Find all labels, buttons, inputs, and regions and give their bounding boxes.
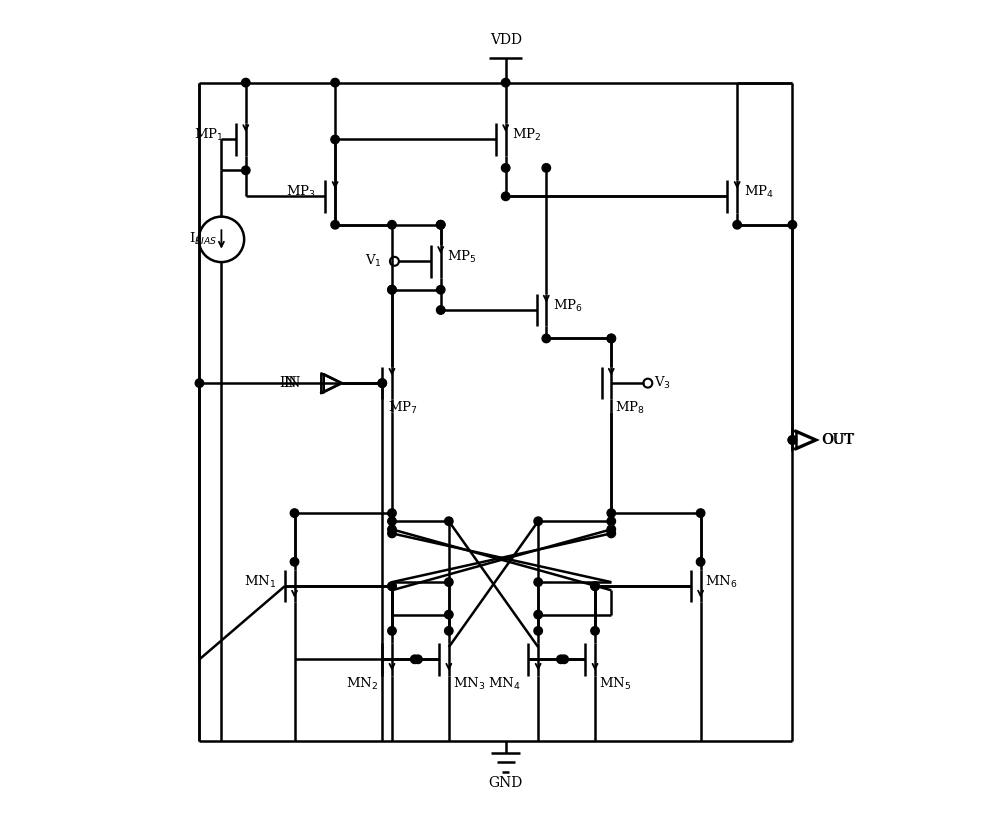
Circle shape bbox=[534, 517, 542, 526]
Text: V$_3$: V$_3$ bbox=[654, 375, 670, 391]
Circle shape bbox=[445, 610, 453, 619]
Circle shape bbox=[242, 166, 250, 174]
Circle shape bbox=[542, 334, 551, 342]
Circle shape bbox=[501, 78, 510, 87]
Circle shape bbox=[388, 627, 396, 635]
Circle shape bbox=[607, 334, 615, 342]
Circle shape bbox=[607, 529, 615, 538]
Circle shape bbox=[378, 379, 386, 387]
Text: IN: IN bbox=[284, 377, 301, 390]
Circle shape bbox=[501, 192, 510, 200]
Circle shape bbox=[388, 285, 396, 294]
Text: MN$_1$: MN$_1$ bbox=[244, 574, 276, 590]
Circle shape bbox=[410, 655, 419, 663]
Text: MP$_8$: MP$_8$ bbox=[615, 399, 645, 416]
Text: MP$_1$: MP$_1$ bbox=[194, 127, 223, 143]
Circle shape bbox=[195, 379, 204, 387]
Circle shape bbox=[388, 285, 396, 294]
Circle shape bbox=[436, 285, 445, 294]
Circle shape bbox=[534, 627, 542, 635]
Circle shape bbox=[331, 135, 339, 143]
Circle shape bbox=[445, 578, 453, 586]
Circle shape bbox=[557, 655, 565, 663]
Circle shape bbox=[388, 517, 396, 526]
Text: MN$_3$: MN$_3$ bbox=[453, 676, 485, 692]
Circle shape bbox=[290, 509, 299, 518]
Circle shape bbox=[591, 582, 599, 590]
Circle shape bbox=[788, 436, 797, 444]
Circle shape bbox=[788, 221, 797, 229]
Circle shape bbox=[607, 517, 615, 526]
Circle shape bbox=[414, 655, 422, 663]
Circle shape bbox=[242, 78, 250, 87]
Circle shape bbox=[436, 221, 445, 229]
Text: MP$_4$: MP$_4$ bbox=[744, 184, 774, 200]
Circle shape bbox=[591, 627, 599, 635]
Circle shape bbox=[331, 221, 339, 229]
Circle shape bbox=[696, 557, 705, 566]
Text: MP$_5$: MP$_5$ bbox=[447, 249, 477, 266]
Circle shape bbox=[560, 655, 568, 663]
Circle shape bbox=[696, 509, 705, 518]
Circle shape bbox=[378, 379, 386, 387]
Circle shape bbox=[607, 509, 615, 518]
Circle shape bbox=[445, 517, 453, 526]
Circle shape bbox=[445, 627, 453, 635]
Circle shape bbox=[290, 557, 299, 566]
Text: MN$_4$: MN$_4$ bbox=[488, 676, 520, 692]
Text: MP$_6$: MP$_6$ bbox=[553, 298, 583, 314]
Text: MN$_6$: MN$_6$ bbox=[705, 574, 737, 590]
Circle shape bbox=[388, 529, 396, 538]
Circle shape bbox=[436, 221, 445, 229]
Circle shape bbox=[733, 221, 741, 229]
Text: MP$_3$: MP$_3$ bbox=[286, 184, 316, 200]
Circle shape bbox=[607, 334, 615, 342]
Text: IN: IN bbox=[279, 377, 297, 390]
Text: MP$_7$: MP$_7$ bbox=[388, 399, 418, 416]
Text: OUT: OUT bbox=[822, 433, 855, 447]
Circle shape bbox=[331, 78, 339, 87]
Circle shape bbox=[501, 164, 510, 172]
Circle shape bbox=[436, 306, 445, 315]
Text: OUT: OUT bbox=[821, 433, 853, 447]
Circle shape bbox=[591, 582, 599, 590]
Circle shape bbox=[534, 610, 542, 619]
Text: MN$_5$: MN$_5$ bbox=[599, 676, 631, 692]
Text: MN$_2$: MN$_2$ bbox=[346, 676, 378, 692]
Circle shape bbox=[388, 221, 396, 229]
Circle shape bbox=[388, 509, 396, 518]
Text: I$_{BIAS}$: I$_{BIAS}$ bbox=[189, 231, 217, 248]
Circle shape bbox=[388, 525, 396, 534]
Circle shape bbox=[388, 582, 396, 590]
Text: V$_1$: V$_1$ bbox=[365, 253, 382, 269]
Text: VDD: VDD bbox=[490, 33, 522, 47]
Circle shape bbox=[607, 525, 615, 534]
Text: MP$_2$: MP$_2$ bbox=[512, 127, 542, 143]
Circle shape bbox=[788, 436, 797, 444]
Circle shape bbox=[534, 578, 542, 586]
Circle shape bbox=[388, 582, 396, 590]
Text: GND: GND bbox=[489, 776, 523, 790]
Circle shape bbox=[542, 164, 551, 172]
